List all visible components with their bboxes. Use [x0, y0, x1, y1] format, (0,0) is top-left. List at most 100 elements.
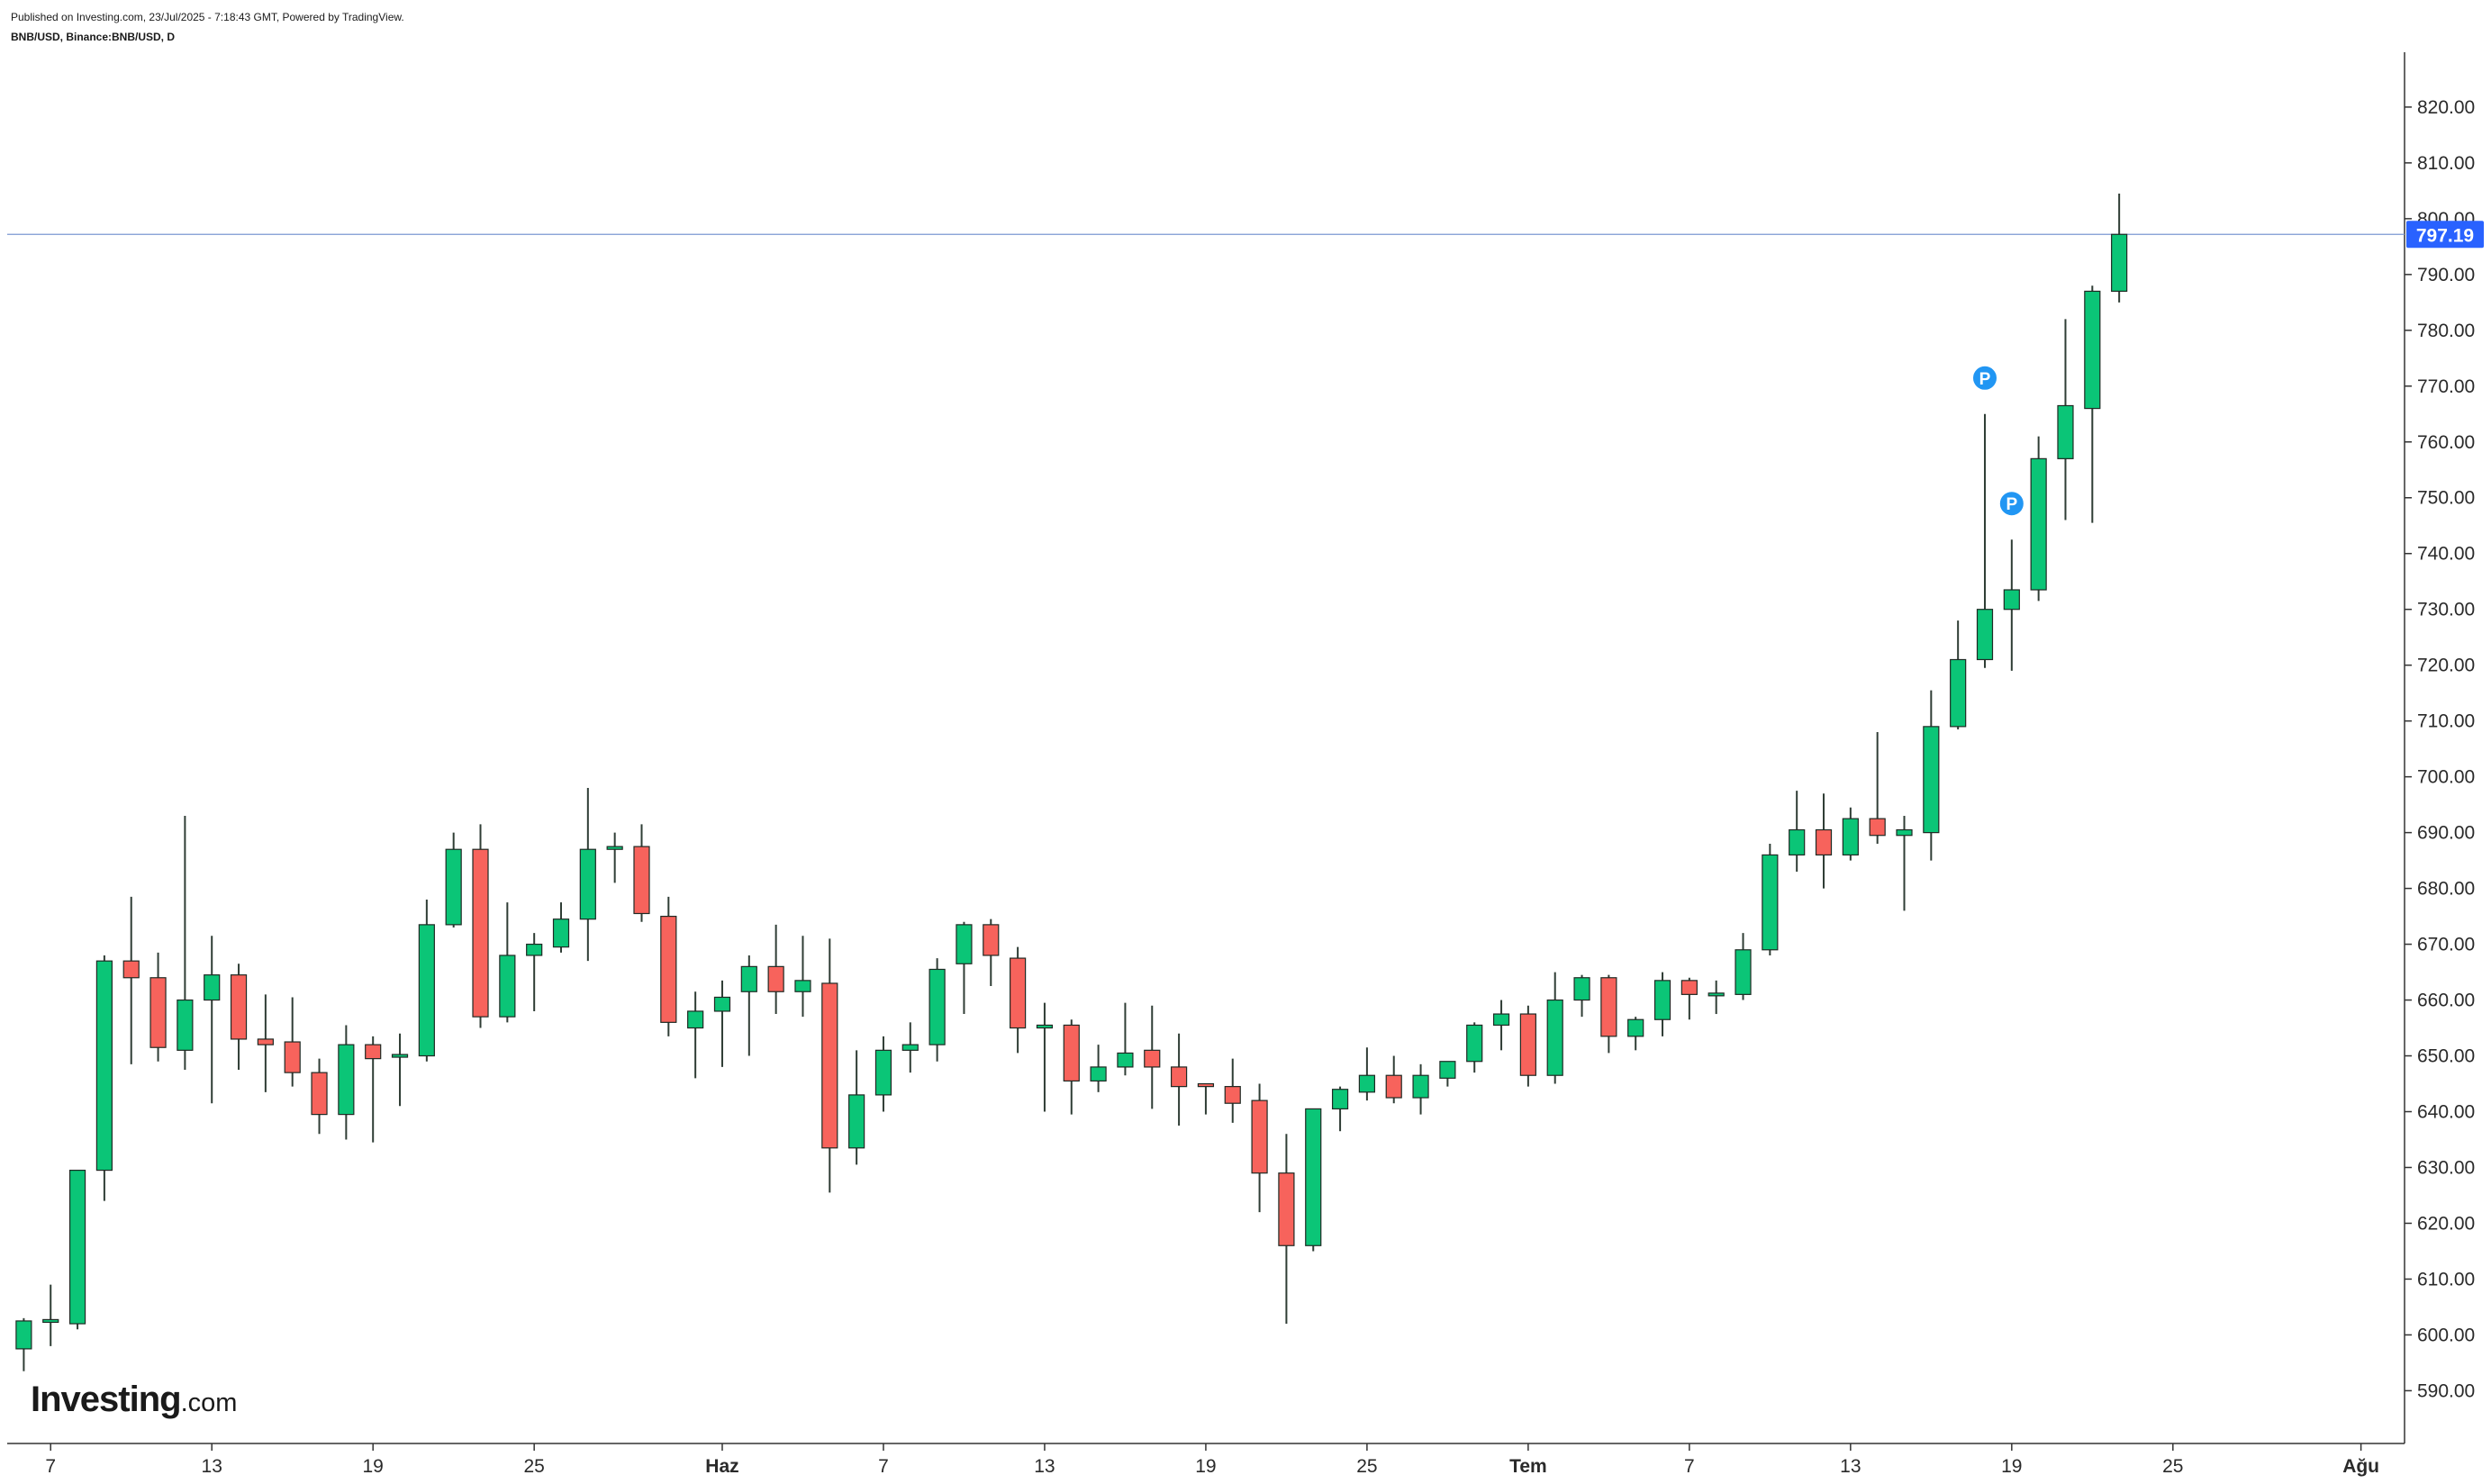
candle-body	[1976, 609, 1994, 661]
candle-body	[1842, 818, 1859, 856]
candle-body	[1573, 977, 1590, 1001]
x-tick-label: 19	[1195, 1456, 1216, 1477]
candle-body	[633, 846, 650, 915]
candle-body	[1680, 980, 1698, 995]
chart-header: Published on Investing.com, 23/Jul/2025 …	[11, 7, 404, 47]
y-tick-label: 690.00	[2417, 823, 2475, 844]
x-tick-label: 25	[2162, 1456, 2183, 1477]
y-tick-label: 620.00	[2417, 1213, 2475, 1234]
y-tick-label: 820.00	[2417, 97, 2475, 118]
x-tick-label: 25	[523, 1456, 544, 1477]
candle-body	[874, 1049, 892, 1096]
candle-body	[1251, 1099, 1268, 1174]
candle-body	[687, 1010, 704, 1029]
logo-brand: Investing	[31, 1380, 182, 1419]
candle-body	[767, 965, 784, 992]
x-tick-label: Tem	[1509, 1456, 1547, 1477]
candle-body	[848, 1094, 865, 1149]
candle-body	[1063, 1024, 1080, 1082]
x-tick-label: 13	[202, 1456, 222, 1477]
y-tick-label: 640.00	[2417, 1102, 2475, 1123]
x-tick-label: 19	[363, 1456, 384, 1477]
candle-body	[391, 1054, 409, 1058]
candle-body	[1923, 726, 1940, 834]
candle-body	[1224, 1086, 1241, 1104]
candle-body	[499, 955, 516, 1018]
candle-body	[1653, 980, 1671, 1020]
candle-body	[2003, 589, 2020, 611]
candle-body	[1412, 1074, 1429, 1099]
x-tick-label: 25	[1356, 1456, 1377, 1477]
candle-body	[1707, 992, 1725, 997]
y-tick-label: 590.00	[2417, 1380, 2475, 1401]
candle-body	[552, 918, 570, 948]
x-tick-label: 7	[1684, 1456, 1695, 1477]
y-tick-label: 650.00	[2417, 1046, 2475, 1067]
candle-body	[821, 982, 838, 1149]
candle-body	[472, 848, 489, 1018]
y-tick-label: 810.00	[2417, 153, 2475, 174]
candle-body	[526, 943, 543, 956]
candle-body	[1466, 1024, 1483, 1063]
x-tick-label: 13	[1034, 1456, 1055, 1477]
candle-body	[149, 977, 167, 1048]
event-marker-label: P	[2006, 495, 2017, 514]
candle-body	[956, 924, 973, 964]
candle-body	[257, 1038, 274, 1045]
candle-body	[1869, 818, 1886, 837]
y-tick-label: 680.00	[2417, 879, 2475, 900]
y-tick-label: 630.00	[2417, 1157, 2475, 1178]
candle-body	[660, 915, 677, 1023]
y-tick-label: 670.00	[2417, 935, 2475, 955]
y-tick-label: 710.00	[2417, 711, 2475, 732]
y-tick-label: 760.00	[2417, 432, 2475, 453]
x-tick-label: Ağu	[2342, 1456, 2379, 1477]
x-tick-label: Haz	[705, 1456, 738, 1477]
candle-body	[1950, 658, 1967, 728]
x-tick-label: 19	[2001, 1456, 2022, 1477]
y-tick-label: 720.00	[2417, 656, 2475, 676]
candle-body	[1762, 854, 1779, 951]
candle-body	[15, 1320, 32, 1350]
y-tick-label: 600.00	[2417, 1325, 2475, 1345]
candle-body	[1278, 1172, 1295, 1246]
candle-body	[1600, 977, 1617, 1037]
candle-body	[713, 996, 731, 1012]
candle-body	[445, 848, 462, 926]
investing-logo: Investing.com	[31, 1380, 237, 1420]
candle-body	[365, 1044, 382, 1060]
y-tick-label: 660.00	[2417, 991, 2475, 1011]
candle-body	[2111, 233, 2128, 293]
candle-body	[1627, 1018, 1644, 1037]
candle-body	[1735, 949, 1752, 995]
candle-body	[1385, 1074, 1402, 1099]
candle-body	[1439, 1061, 1456, 1079]
candle-body	[1036, 1024, 1054, 1029]
candle-body	[1789, 828, 1806, 856]
candle-body	[794, 980, 811, 992]
candle-body	[579, 848, 596, 920]
candle-body	[1896, 828, 1913, 837]
candle-body	[1331, 1089, 1349, 1110]
candle-body	[1492, 1013, 1510, 1027]
candle-body	[122, 960, 140, 979]
y-tick-label: 770.00	[2417, 376, 2475, 397]
candle-body	[1546, 999, 1563, 1076]
candle-body	[1144, 1049, 1161, 1068]
candle-body	[2030, 457, 2047, 591]
candle-body	[1170, 1066, 1188, 1088]
candle-body	[95, 960, 113, 1172]
event-marker	[1997, 490, 2025, 518]
candle-body	[983, 924, 1000, 956]
event-marker	[1970, 364, 1998, 392]
event-marker-label: P	[1979, 370, 1991, 389]
candle-body	[418, 924, 435, 1057]
candle-body	[606, 846, 623, 850]
candle-body	[1117, 1052, 1134, 1068]
candle-body	[1358, 1074, 1376, 1093]
published-info: Published on Investing.com, 23/Jul/2025 …	[11, 11, 404, 23]
candle-body	[740, 965, 757, 992]
candle-body	[1010, 957, 1027, 1029]
candle-body	[204, 974, 221, 1001]
